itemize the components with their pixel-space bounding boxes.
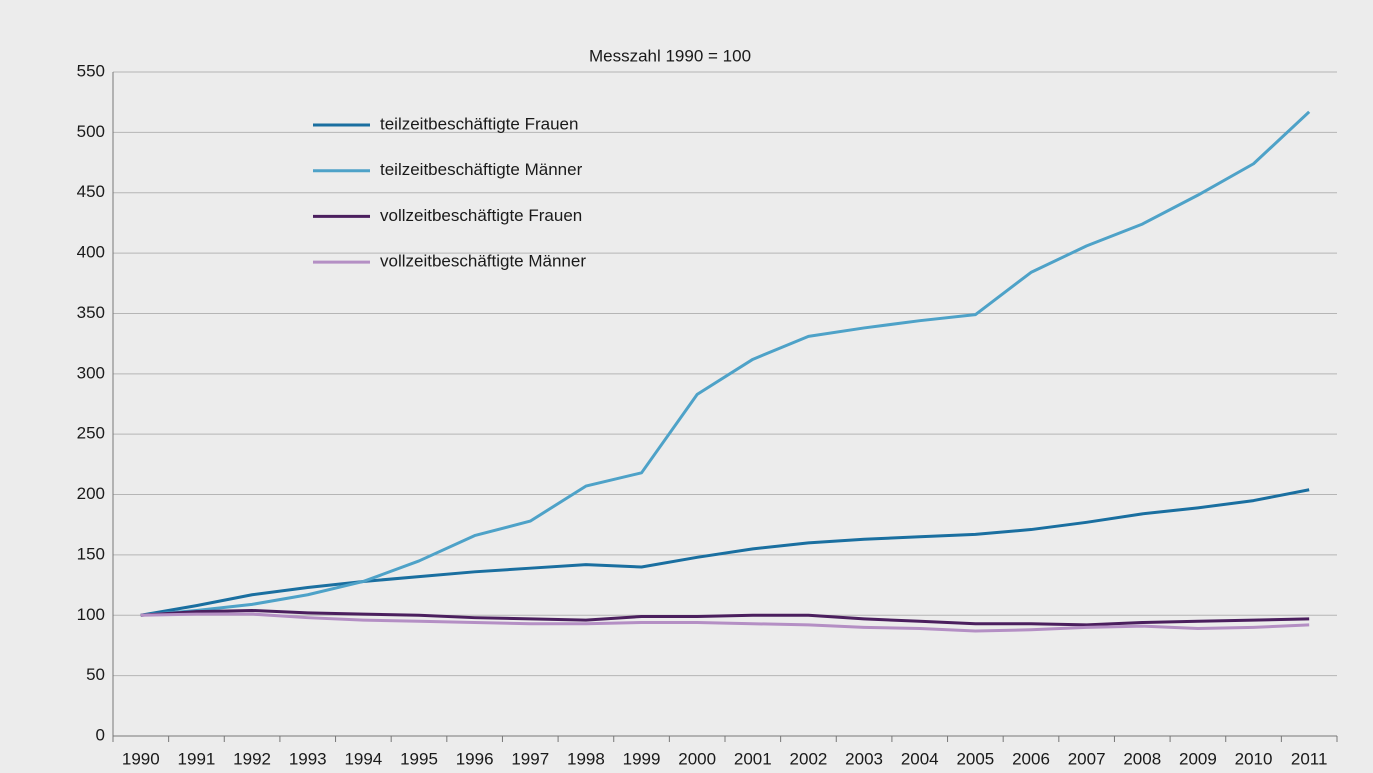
x-tick-label: 1991 — [178, 749, 216, 768]
x-tick-label: 2009 — [1179, 749, 1217, 768]
y-tick-label: 50 — [86, 665, 105, 684]
x-tick-label: 1997 — [511, 749, 549, 768]
y-tick-label: 300 — [77, 363, 105, 382]
x-tick-label: 2004 — [901, 749, 939, 768]
y-tick-label: 200 — [77, 484, 105, 503]
x-tick-label: 2011 — [1291, 749, 1328, 768]
x-tick-label: 2000 — [678, 749, 716, 768]
x-tick-label: 2007 — [1068, 749, 1106, 768]
x-tick-label: 1995 — [400, 749, 438, 768]
x-tick-label: 2006 — [1012, 749, 1050, 768]
x-tick-label: 1990 — [122, 749, 160, 768]
x-tick-label: 2001 — [734, 749, 772, 768]
series-line — [140, 608, 1310, 627]
y-tick-label: 500 — [77, 122, 105, 141]
x-tick-label: 1998 — [567, 749, 605, 768]
x-tick-label: 1993 — [289, 749, 327, 768]
x-tick-label: 2002 — [790, 749, 828, 768]
series-line — [140, 110, 1311, 617]
x-tick-label: 1992 — [233, 749, 271, 768]
legend-label: vollzeitbeschäftigte Männer — [380, 252, 586, 271]
legend-label: teilzeitbeschäftigte Männer — [380, 160, 583, 179]
x-tick-label: 2003 — [845, 749, 883, 768]
y-tick-label: 450 — [77, 182, 105, 201]
series-line — [140, 488, 1310, 617]
x-tick-label: 2005 — [956, 749, 994, 768]
legend-label: vollzeitbeschäftigte Frauen — [380, 206, 582, 225]
x-tick-label: 2010 — [1235, 749, 1273, 768]
series-line — [140, 612, 1310, 633]
y-tick-label: 350 — [77, 303, 105, 322]
x-tick-label: 1999 — [623, 749, 661, 768]
x-tick-label: 1996 — [456, 749, 494, 768]
y-tick-label: 250 — [77, 424, 105, 443]
legend-label: teilzeitbeschäftigte Frauen — [380, 114, 578, 133]
y-tick-label: 150 — [77, 544, 105, 563]
chart-title: Messzahl 1990 = 100 — [589, 46, 751, 65]
x-tick-label: 2008 — [1123, 749, 1161, 768]
y-tick-label: 100 — [77, 605, 105, 624]
y-tick-label: 400 — [77, 243, 105, 262]
x-tick-label: 1994 — [344, 749, 382, 768]
y-tick-label: 0 — [96, 725, 105, 744]
y-tick-label: 550 — [77, 61, 105, 80]
